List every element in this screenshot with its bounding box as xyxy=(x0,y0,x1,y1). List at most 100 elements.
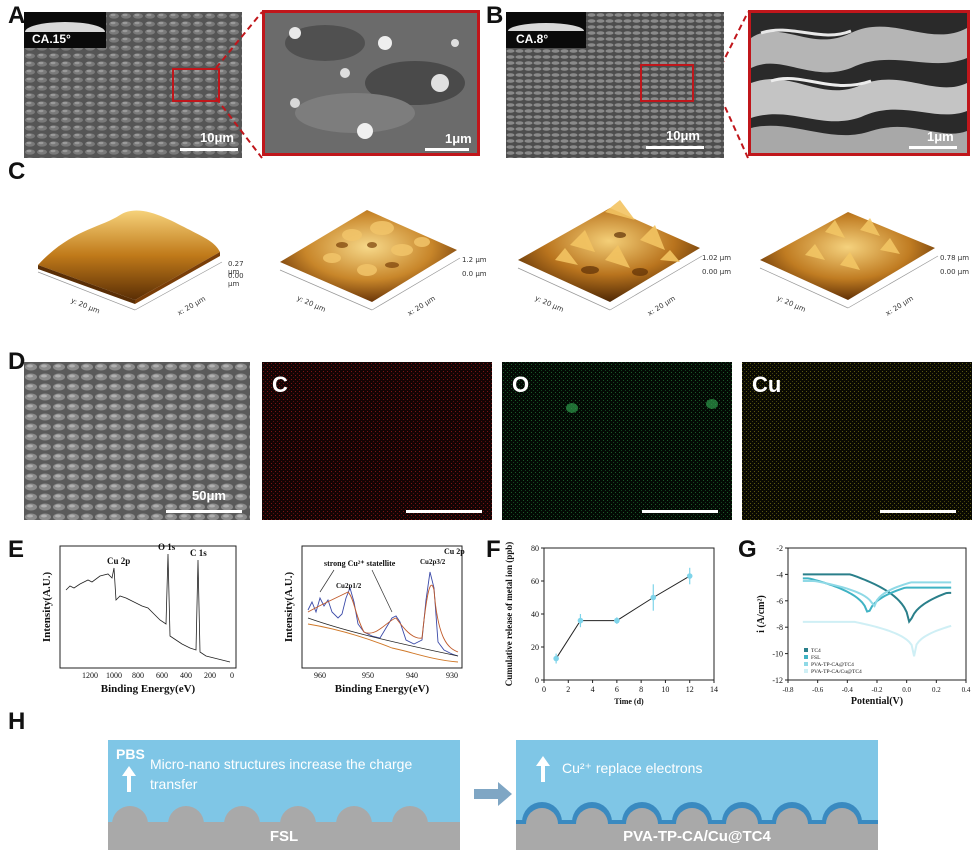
zoom-lines-a xyxy=(215,11,749,159)
afm4-z-bottom: 0.00 μm xyxy=(940,268,970,276)
release-xtick-label: 8 xyxy=(639,685,643,694)
release-ytick-label: 40 xyxy=(531,610,539,619)
tafel-ytick-label: -6 xyxy=(776,597,783,606)
survey-tick-2: 800 xyxy=(132,671,144,680)
afm3-z-top: 1.02 μm xyxy=(702,254,732,262)
panel-label-b: B xyxy=(486,2,504,29)
survey-peak-c1s: C 1s xyxy=(190,548,207,558)
survey-tick-6: 0 xyxy=(230,671,234,680)
substrate-label-right: PVA-TP-CA/Cu@TC4 xyxy=(623,828,771,845)
right-caption: Cu²⁺ replace electrons xyxy=(562,760,703,776)
tafel-series-line xyxy=(802,573,952,624)
release-xtick-label: 14 xyxy=(710,685,718,694)
cu2p-peak-threehalf: Cu2p3/2 xyxy=(420,558,446,566)
tafel-ytick-label: -12 xyxy=(772,676,783,685)
release-ytick-label: 60 xyxy=(531,577,539,586)
eds-scale-label: 50μm xyxy=(192,488,226,503)
eds-scale-bar-o xyxy=(642,510,718,513)
survey-tick-3: 600 xyxy=(156,671,168,680)
tafel-ytick-label: -10 xyxy=(772,650,783,659)
eds-sem-image: 50μm xyxy=(24,362,250,520)
afm-plot-3: 1.02 μm 0.00 μm y: 20 μm x: 20 μm xyxy=(510,190,740,340)
tafel-xtick-label: -0.6 xyxy=(812,686,824,694)
panel-label-g: G xyxy=(738,536,757,563)
afm-surface-3 xyxy=(517,200,703,311)
tafel-xtick-label: 0.4 xyxy=(962,686,971,694)
survey-peak-o1s: O 1s xyxy=(158,542,176,552)
afm-plot-2: 1.2 μm 0.0 μm y: 20 μm x: 20 μm xyxy=(272,190,492,340)
tafel-series-line xyxy=(802,620,952,657)
cu2p-annotation: strong Cu²⁺ statellite xyxy=(324,559,396,568)
afm-plot-4: 0.78 μm 0.00 μm y: 20 μm x: 20 μm xyxy=(750,190,978,340)
release-plot-frame xyxy=(543,547,715,681)
up-arrow-stem-left xyxy=(127,776,131,792)
cu2p-tick-2: 940 xyxy=(406,671,418,680)
afm1-z-bottom: 0.00 μm xyxy=(228,272,244,288)
eds-label-c: C xyxy=(272,372,288,397)
release-xtick-label: 2 xyxy=(566,685,570,694)
afm-plot-1: 0.27 μm 0.00 μm y: 20 μm x: 20 μm xyxy=(30,190,250,340)
scale-label-b: 10μm xyxy=(666,128,700,143)
zoom-box-b xyxy=(640,64,694,102)
survey-tick-5: 200 xyxy=(204,671,216,680)
panel-label-a: A xyxy=(8,2,26,29)
survey-tick-0: 1200 xyxy=(82,671,98,680)
left-caption: Micro-nano structures increase the charg… xyxy=(150,756,413,792)
release-ytick-label: 20 xyxy=(531,643,539,652)
tafel-legend-label: PVA-TP-CA/Cu@TC4 xyxy=(811,669,862,675)
release-data-point xyxy=(553,655,559,662)
sem-image-b: CA.8° 10μm xyxy=(506,12,724,158)
scale-label-a-zoom: 1μm xyxy=(445,131,472,146)
eds-label-cu: Cu xyxy=(752,372,782,397)
eds-map-c-dots xyxy=(262,362,492,520)
release-xtick-label: 12 xyxy=(686,685,694,694)
eds-map-o: O xyxy=(502,362,732,520)
survey-peak-cu2p: Cu 2p xyxy=(107,556,130,566)
tafel-xtick-label: -0.8 xyxy=(782,686,794,694)
up-arrow-icon-right xyxy=(536,756,550,766)
cu2p-xlabel: Binding Energy(eV) xyxy=(335,683,430,695)
afm1-z-top: 0.27 μm xyxy=(228,260,244,276)
sem-texture-a xyxy=(24,12,242,158)
eds-map-o-dots xyxy=(502,362,732,520)
panel-label-e: E xyxy=(8,536,25,563)
tafel-xtick-label: -0.2 xyxy=(871,686,883,694)
release-xtick-label: 6 xyxy=(615,685,619,694)
tafel-legend-label: FSL xyxy=(811,655,821,661)
cu2p-tick-0: 960 xyxy=(314,671,326,680)
survey-xlabel: Binding Energy(eV) xyxy=(101,683,196,695)
schematic-right: Cu²⁺ replace electrons PVA-TP-CA/Cu@TC4 xyxy=(516,740,878,850)
xps-survey-chart: Cu 2p O 1s C 1s 1200 1000 800 600 400 20… xyxy=(41,542,237,695)
eds-label-o: O xyxy=(512,372,530,397)
tafel-xtick-label: 0.2 xyxy=(932,686,941,694)
tafel-xlabel: Potential(V) xyxy=(851,696,903,707)
scale-bar-b xyxy=(646,146,704,149)
afm2-z-top: 1.2 μm xyxy=(462,256,487,264)
scale-label-b-zoom: 1μm xyxy=(927,129,954,144)
release-data-point xyxy=(686,573,693,579)
up-arrow-icon-left xyxy=(122,766,136,776)
survey-ylabel: Intensity(A.U.) xyxy=(41,572,53,643)
scale-label-a: 10μm xyxy=(200,130,234,145)
tafel-ytick-label: -2 xyxy=(776,544,783,553)
tafel-legend-swatch xyxy=(804,669,808,673)
panel-label-f: F xyxy=(486,536,501,563)
afm4-z-top: 0.78 μm xyxy=(940,254,970,262)
afm-surface-4 xyxy=(759,212,939,309)
eds-scale-bar-c xyxy=(406,510,482,513)
tafel-ytick-label: -4 xyxy=(776,570,783,579)
transition-arrow-icon xyxy=(474,782,512,806)
panel-label-c: C xyxy=(8,158,26,185)
scale-bar-a-zoom xyxy=(425,148,469,151)
afm2-z-bottom: 0.0 μm xyxy=(462,270,487,278)
cu2p-ylabel: Intensity(A.U.) xyxy=(283,572,295,643)
release-xlabel: Time (d) xyxy=(614,697,644,706)
sem-zoom-a: 1μm xyxy=(262,10,480,156)
eds-map-cu-dots xyxy=(742,362,972,520)
cu2p-tick-1: 950 xyxy=(362,671,374,680)
sem-zoom-texture-a xyxy=(265,13,477,153)
release-series-line xyxy=(555,575,690,659)
tafel-legend-swatch xyxy=(804,655,808,659)
zoom-box-a xyxy=(172,68,220,102)
sem-zoom-texture-b xyxy=(751,13,967,153)
